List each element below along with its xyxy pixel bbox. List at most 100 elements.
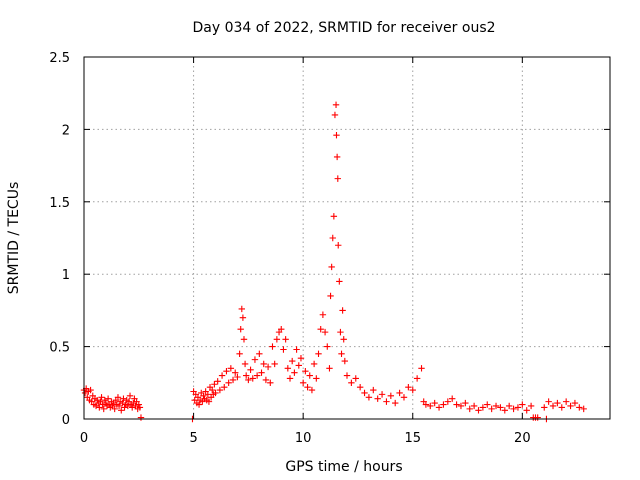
data-point — [313, 375, 320, 382]
data-point — [249, 375, 256, 382]
data-point — [315, 350, 322, 358]
data-point — [102, 399, 110, 407]
data-point — [247, 366, 254, 373]
data-point — [317, 326, 324, 333]
data-point — [501, 407, 508, 414]
data-point — [126, 392, 134, 400]
y-tick-label: 1.5 — [49, 196, 70, 211]
data-point — [370, 386, 377, 394]
data-point — [120, 395, 127, 402]
x-tick-label: 5 — [189, 431, 197, 446]
data-point — [253, 372, 261, 379]
data-point — [100, 405, 107, 413]
data-point — [413, 375, 421, 382]
data-point — [232, 369, 239, 376]
data-point — [333, 153, 341, 161]
data-point — [99, 401, 106, 408]
data-point — [121, 404, 128, 411]
data-point — [435, 404, 443, 411]
data-point — [111, 405, 118, 413]
data-point — [352, 375, 359, 382]
data-point — [237, 326, 244, 333]
data-point — [510, 405, 517, 413]
data-points — [80, 101, 587, 423]
data-point — [365, 394, 373, 401]
data-point — [96, 404, 103, 411]
data-point — [321, 328, 329, 336]
data-point — [200, 392, 207, 400]
data-point — [338, 350, 345, 358]
chart-title: Day 034 of 2022, SRMTID for receiver ous… — [192, 20, 495, 36]
axis-ticks: 0 0.5 1 1.5 2 2.5 0 5 10 15 20 — [49, 51, 610, 446]
data-point — [229, 376, 237, 384]
data-point — [337, 328, 344, 336]
y-tick-label: 1 — [62, 268, 70, 283]
data-point — [308, 386, 316, 394]
data-point — [335, 242, 342, 249]
data-point — [267, 379, 274, 386]
x-axis-label: GPS time / hours — [285, 459, 402, 475]
data-point — [93, 396, 101, 404]
data-point — [567, 402, 574, 410]
data-point — [519, 401, 526, 408]
data-point — [137, 414, 145, 421]
data-point — [340, 336, 347, 343]
data-point — [101, 396, 109, 404]
data-point — [218, 372, 226, 379]
data-point — [348, 379, 355, 386]
data-point — [541, 404, 548, 411]
data-point — [336, 278, 343, 285]
data-point — [453, 401, 460, 408]
data-point — [297, 354, 305, 362]
plot-frame — [83, 56, 611, 420]
data-point — [400, 394, 408, 401]
y-tick-label: 0.5 — [49, 341, 70, 356]
data-point — [286, 375, 294, 382]
data-point — [571, 399, 579, 407]
data-point — [387, 392, 395, 400]
data-point — [558, 404, 565, 411]
data-point — [129, 404, 136, 411]
data-point — [242, 372, 250, 379]
data-point — [278, 326, 285, 333]
data-point — [251, 356, 259, 363]
data-point — [332, 101, 340, 108]
data-point — [333, 131, 340, 139]
data-point — [256, 350, 263, 358]
data-point — [195, 401, 203, 408]
data-point — [534, 414, 541, 421]
data-point — [205, 398, 213, 405]
data-point — [293, 346, 300, 353]
data-point — [545, 398, 552, 405]
data-point — [299, 379, 307, 386]
data-point — [264, 363, 272, 371]
data-point — [549, 402, 557, 410]
data-point — [280, 346, 287, 353]
x-tick-label: 10 — [295, 431, 312, 446]
data-point — [527, 402, 535, 410]
data-point — [319, 311, 327, 318]
data-point — [427, 402, 434, 410]
data-point — [449, 395, 456, 402]
data-point — [405, 383, 412, 391]
data-point — [304, 383, 311, 391]
data-point — [576, 404, 583, 411]
data-point — [209, 386, 216, 394]
data-point — [479, 404, 487, 411]
data-point — [258, 369, 265, 376]
data-point — [273, 336, 281, 343]
data-point — [331, 111, 339, 119]
y-axis-label: SRMTID / TECUs — [6, 182, 22, 295]
data-point — [225, 379, 232, 386]
data-point — [523, 407, 530, 414]
data-point — [488, 405, 495, 413]
data-point — [341, 357, 349, 365]
x-tick-label: 15 — [404, 431, 421, 446]
data-point — [241, 360, 249, 368]
data-point — [431, 399, 438, 407]
data-point — [260, 360, 267, 368]
data-point — [324, 343, 331, 350]
data-point — [418, 365, 425, 372]
data-point — [327, 292, 334, 300]
